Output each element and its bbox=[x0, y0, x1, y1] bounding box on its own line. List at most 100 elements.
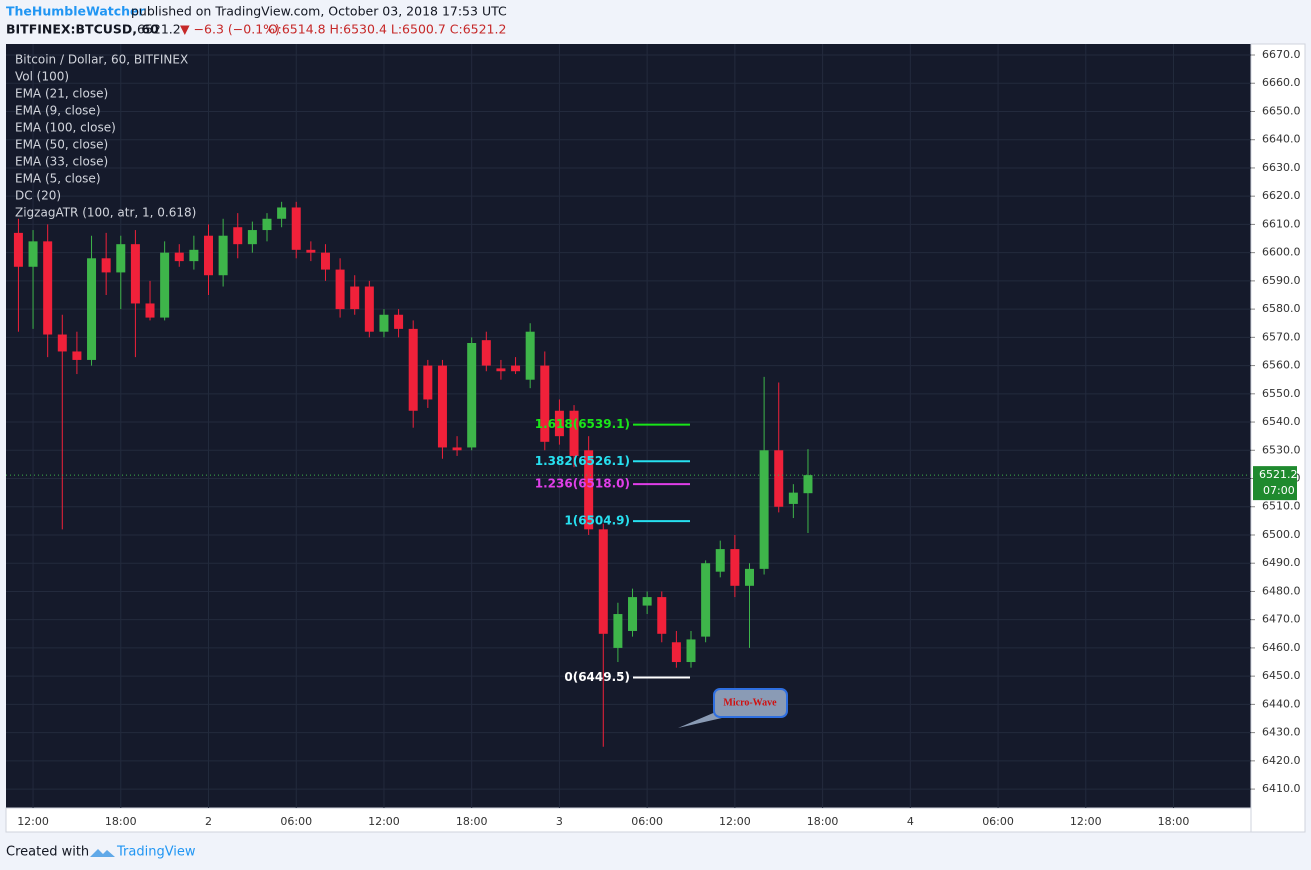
plot-area bbox=[6, 44, 1251, 808]
x-tick-label: 18:00 bbox=[1158, 815, 1190, 828]
y-tick-label: 6420.0 bbox=[1262, 754, 1301, 767]
x-tick-label: 06:00 bbox=[280, 815, 312, 828]
candle-body bbox=[642, 597, 652, 606]
x-tick-label: 4 bbox=[907, 815, 914, 828]
y-tick-label: 6500.0 bbox=[1262, 528, 1301, 541]
footer-brand[interactable]: TradingView bbox=[116, 845, 196, 860]
y-tick-label: 6610.0 bbox=[1262, 217, 1301, 230]
candle-body bbox=[262, 218, 272, 231]
candle-body bbox=[72, 351, 82, 360]
candle-body bbox=[467, 342, 477, 448]
last-price-tag bbox=[1253, 466, 1297, 501]
y-tick-label: 6430.0 bbox=[1262, 726, 1301, 739]
y-tick-label: 6540.0 bbox=[1262, 415, 1301, 428]
x-tick-label: 06:00 bbox=[631, 815, 663, 828]
tv-logo bbox=[90, 849, 115, 857]
y-tick-label: 6620.0 bbox=[1262, 189, 1301, 202]
candle-body bbox=[277, 207, 287, 219]
indicator-label: ZigzagATR (100, atr, 1, 0.618) bbox=[15, 206, 196, 220]
x-tick-label: 2 bbox=[205, 815, 212, 828]
candle-body bbox=[291, 207, 301, 250]
candle-body bbox=[525, 331, 535, 380]
candle-body bbox=[437, 365, 447, 448]
candle-body bbox=[43, 241, 53, 335]
y-tick-label: 6460.0 bbox=[1262, 641, 1301, 654]
change: ▼ −6.3 (−0.1%) bbox=[180, 22, 280, 37]
indicator-label: EMA (33, close) bbox=[15, 155, 108, 169]
candle-body bbox=[189, 249, 199, 262]
x-tick-label: 06:00 bbox=[982, 815, 1014, 828]
y-tick-label: 6510.0 bbox=[1262, 500, 1301, 513]
candle-body bbox=[350, 286, 360, 310]
fib-label: 1.236(6518.0) bbox=[535, 477, 630, 491]
y-tick-label: 6550.0 bbox=[1262, 387, 1301, 400]
price-axis bbox=[1250, 43, 1306, 833]
candle-body bbox=[233, 227, 243, 245]
candle-body bbox=[306, 249, 316, 253]
published: published on TradingView.com, October 03… bbox=[131, 4, 507, 19]
candle-body bbox=[730, 549, 740, 586]
candle-body bbox=[335, 269, 345, 310]
candle-body bbox=[218, 235, 228, 276]
x-tick-label: 12:00 bbox=[1070, 815, 1102, 828]
author[interactable]: TheHumbleWatcher bbox=[6, 4, 146, 19]
candle-body bbox=[247, 230, 257, 245]
overlays: 1.618(6539.1) 1.382(6526.1) 1.236(6518.0) 1… bbox=[6, 417, 1298, 728]
x-tick-label: 3 bbox=[556, 815, 563, 828]
fib-label: 1.382(6526.1) bbox=[535, 454, 630, 468]
candle-body bbox=[701, 563, 711, 637]
last-price-label: 6521.2 bbox=[1259, 468, 1298, 481]
y-tick-label: 6650.0 bbox=[1262, 104, 1301, 117]
indicator-label: EMA (9, close) bbox=[15, 104, 101, 118]
chart-title: Bitcoin / Dollar, 60, BITFINEX bbox=[15, 53, 188, 67]
candle-body bbox=[511, 365, 521, 372]
candle-body bbox=[320, 252, 330, 270]
indicator-legend: Vol (100) EMA (21, close) EMA (9, close) EM… bbox=[15, 70, 196, 220]
y-tick-label: 6530.0 bbox=[1262, 443, 1301, 456]
y-tick-label: 6640.0 bbox=[1262, 133, 1301, 146]
candle-body bbox=[423, 365, 433, 400]
candle-body bbox=[116, 244, 126, 273]
y-tick-label: 6660.0 bbox=[1262, 76, 1301, 89]
candle-body bbox=[569, 410, 579, 456]
footer-created: Created with bbox=[6, 845, 89, 860]
y-tick-label: 6670.0 bbox=[1262, 48, 1301, 61]
candle-body bbox=[130, 244, 140, 304]
candle-body bbox=[408, 328, 418, 411]
candle-body bbox=[174, 252, 184, 262]
y-tick-label: 6490.0 bbox=[1262, 556, 1301, 569]
y-tick-label: 6570.0 bbox=[1262, 330, 1301, 343]
y-tick-label: 6470.0 bbox=[1262, 613, 1301, 626]
candle-body bbox=[554, 410, 564, 437]
candle-body bbox=[160, 252, 170, 318]
x-tick-label: 12:00 bbox=[719, 815, 751, 828]
ohlc: O:6514.8 H:6530.4 L:6500.7 C:6521.2 bbox=[268, 22, 506, 37]
candle-body bbox=[788, 492, 798, 504]
candle-body bbox=[759, 450, 769, 569]
candle-body bbox=[101, 258, 111, 273]
y-tick-label: 6410.0 bbox=[1262, 782, 1301, 795]
fib-label: 1(6504.9) bbox=[564, 514, 630, 528]
candles bbox=[13, 201, 813, 747]
candle-body bbox=[803, 475, 813, 494]
y-tick-label: 6480.0 bbox=[1262, 584, 1301, 597]
countdown-label: 07:00 bbox=[1263, 484, 1295, 497]
candle-body bbox=[57, 334, 67, 352]
candle-body bbox=[657, 597, 667, 634]
x-tick-label: 18:00 bbox=[105, 815, 137, 828]
y-tick-label: 6560.0 bbox=[1262, 359, 1301, 372]
candle-body bbox=[204, 235, 214, 276]
price: 6521.2 bbox=[137, 22, 181, 37]
fib-label: 1.618(6539.1) bbox=[535, 417, 630, 431]
candle-body bbox=[715, 549, 725, 572]
y-tick-label: 6600.0 bbox=[1262, 246, 1301, 259]
y-tick-label: 6450.0 bbox=[1262, 669, 1301, 682]
x-tick-label: 12:00 bbox=[17, 815, 49, 828]
candle-body bbox=[379, 314, 389, 332]
candle-body bbox=[598, 529, 608, 634]
y-tick-label: 6590.0 bbox=[1262, 274, 1301, 287]
x-tick-label: 18:00 bbox=[807, 815, 839, 828]
indicator-label: EMA (21, close) bbox=[15, 87, 108, 101]
